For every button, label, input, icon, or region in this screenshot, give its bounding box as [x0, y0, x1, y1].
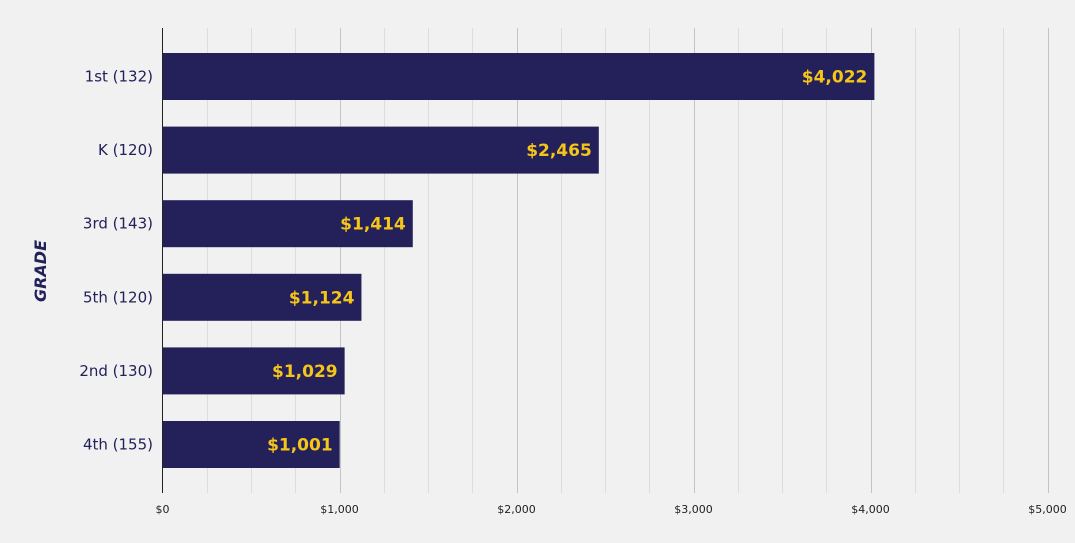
x-tick-labels: $0 $1,000 $2,000 $3,000 $4,000 $5,000: [156, 503, 1067, 516]
gridlines: [207, 28, 1049, 493]
x-tick-label: $5,000: [1028, 503, 1067, 516]
bars: $4,022 $2,465 $1,414 $1,124 $1,029 $1,001: [162, 53, 875, 468]
data-label: $2,465: [526, 141, 592, 161]
x-tick-label: $1,000: [320, 503, 359, 516]
category-label: 1st (132): [85, 68, 153, 86]
data-label: $1,029: [272, 362, 338, 382]
y-axis-title: GRADE: [31, 240, 50, 302]
x-tick-label: $3,000: [674, 503, 713, 516]
category-label: 4th (155): [83, 436, 153, 454]
data-label: $1,124: [289, 288, 355, 308]
x-tick-label: $2,000: [497, 503, 536, 516]
bar: [162, 126, 599, 174]
category-label: 5th (120): [83, 288, 153, 306]
data-label: $4,022: [802, 68, 868, 88]
bar: [162, 53, 875, 100]
bar: [162, 273, 362, 321]
category-labels: 1st (132) K (120) 3rd (143) 5th (120) 2nd (1…: [79, 68, 153, 454]
x-tick-label: $0: [156, 503, 170, 516]
x-tick-label: $4,000: [851, 503, 890, 516]
category-label: 3rd (143): [83, 215, 153, 233]
data-label: $1,001: [267, 436, 333, 456]
data-label: $1,414: [340, 215, 406, 235]
bar: [162, 347, 345, 395]
bar: [162, 421, 340, 468]
category-label: K (120): [98, 141, 153, 159]
bar: [162, 200, 413, 248]
category-label: 2nd (130): [79, 362, 153, 380]
